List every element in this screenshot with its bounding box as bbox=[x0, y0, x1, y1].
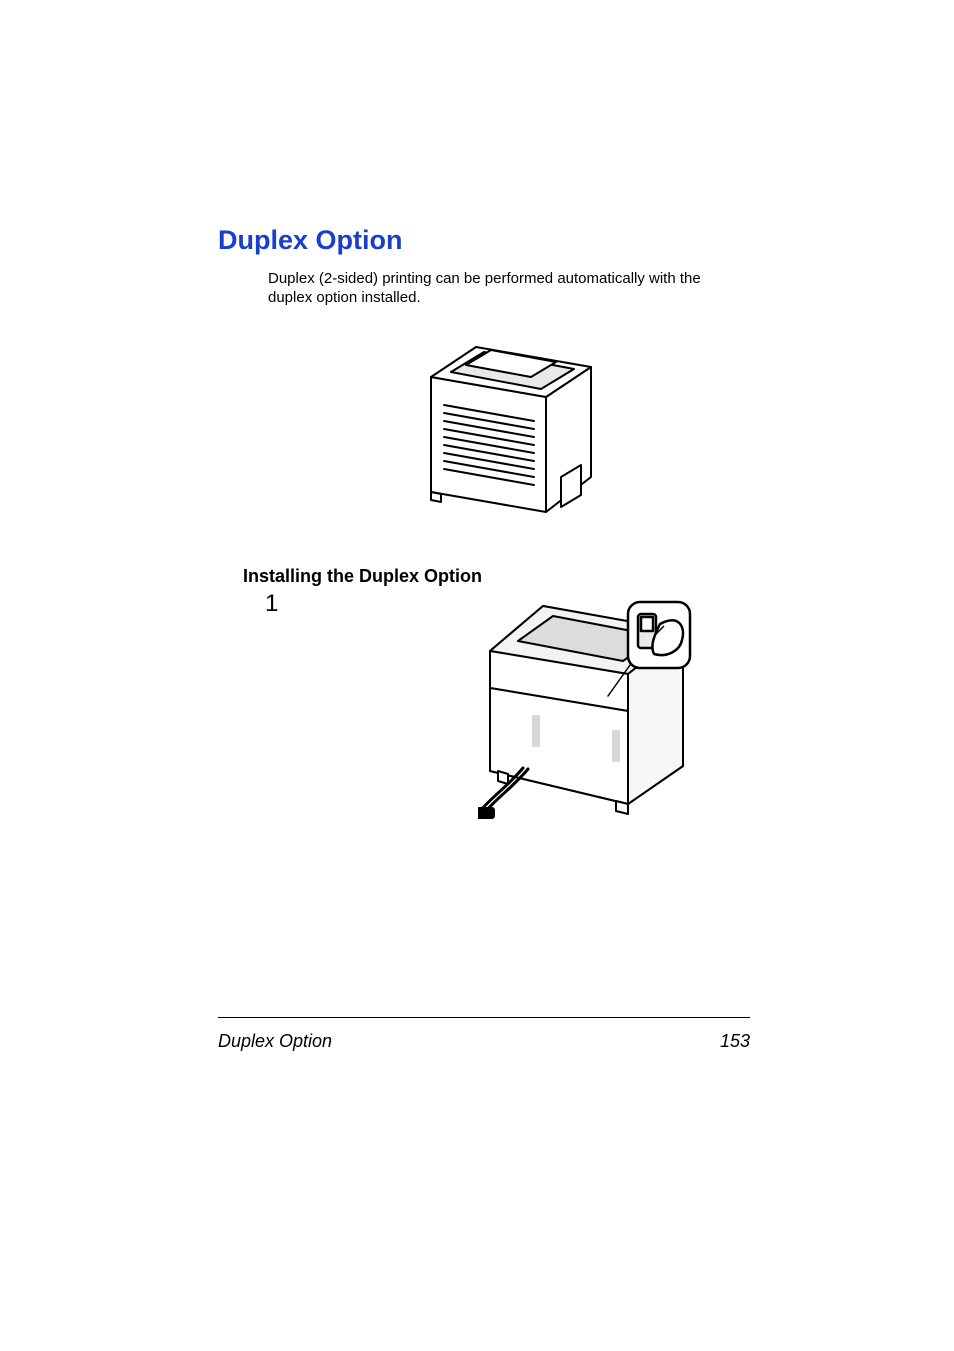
footer-page-number: 153 bbox=[720, 1031, 750, 1052]
footer-divider bbox=[218, 1017, 750, 1018]
manual-page: Duplex Option Duplex (2-sided) printing … bbox=[0, 0, 954, 1351]
page-title: Duplex Option bbox=[218, 225, 403, 256]
duplex-unit-illustration bbox=[406, 317, 606, 527]
step-number: 1 bbox=[265, 590, 278, 618]
intro-paragraph: Duplex (2-sided) printing can be perform… bbox=[268, 270, 738, 308]
footer-section-title: Duplex Option bbox=[218, 1031, 332, 1052]
section-heading: Installing the Duplex Option bbox=[243, 566, 482, 587]
printer-rear-unplug-illustration bbox=[478, 596, 696, 826]
